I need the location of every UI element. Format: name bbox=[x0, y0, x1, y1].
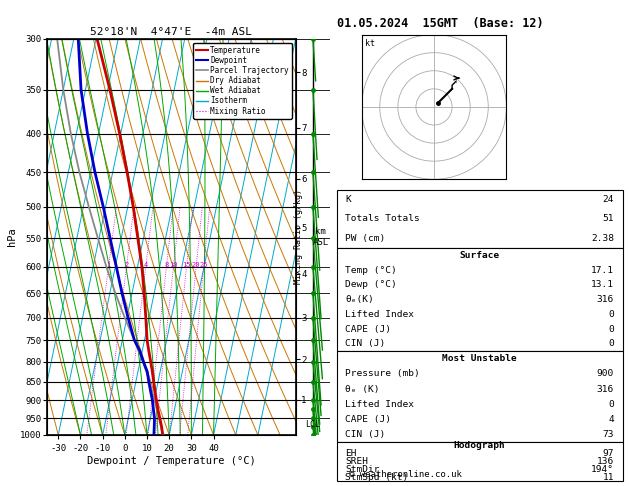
Title: 52°18'N  4°47'E  -4m ASL: 52°18'N 4°47'E -4m ASL bbox=[91, 27, 252, 37]
Text: 0: 0 bbox=[608, 310, 614, 319]
Text: K: K bbox=[345, 195, 351, 204]
Text: Most Unstable: Most Unstable bbox=[442, 354, 517, 364]
Text: 0: 0 bbox=[608, 399, 614, 409]
Text: Dewp (°C): Dewp (°C) bbox=[345, 280, 397, 289]
Text: 0: 0 bbox=[608, 340, 614, 348]
Text: 316: 316 bbox=[597, 384, 614, 394]
Text: Mixing Ratio (g/kg): Mixing Ratio (g/kg) bbox=[294, 190, 303, 284]
Text: StmDir: StmDir bbox=[345, 465, 379, 474]
Text: 10: 10 bbox=[169, 261, 177, 268]
Text: 4: 4 bbox=[143, 261, 148, 268]
Y-axis label: hPa: hPa bbox=[8, 227, 18, 246]
Text: 900: 900 bbox=[597, 369, 614, 379]
Text: 20: 20 bbox=[192, 261, 200, 268]
Text: 01.05.2024  15GMT  (Base: 12): 01.05.2024 15GMT (Base: 12) bbox=[337, 17, 543, 30]
Text: 4: 4 bbox=[608, 415, 614, 424]
Text: LCL: LCL bbox=[306, 420, 321, 430]
Text: 73: 73 bbox=[603, 430, 614, 439]
Text: Totals Totals: Totals Totals bbox=[345, 214, 420, 223]
Text: 316: 316 bbox=[597, 295, 614, 304]
Text: kt: kt bbox=[365, 39, 374, 48]
Text: PW (cm): PW (cm) bbox=[345, 234, 386, 243]
Text: Lifted Index: Lifted Index bbox=[345, 399, 414, 409]
Text: © weatheronline.co.uk: © weatheronline.co.uk bbox=[349, 469, 462, 479]
Bar bbox=[337, 351, 623, 442]
Text: 11: 11 bbox=[603, 473, 614, 482]
Text: 25: 25 bbox=[199, 261, 208, 268]
Bar bbox=[337, 442, 623, 481]
Text: 194°: 194° bbox=[591, 465, 614, 474]
Text: Lifted Index: Lifted Index bbox=[345, 310, 414, 319]
Text: θₑ (K): θₑ (K) bbox=[345, 384, 379, 394]
Text: 17.1: 17.1 bbox=[591, 265, 614, 275]
Text: Hodograph: Hodograph bbox=[454, 441, 506, 450]
Text: CIN (J): CIN (J) bbox=[345, 430, 386, 439]
X-axis label: Dewpoint / Temperature (°C): Dewpoint / Temperature (°C) bbox=[87, 456, 256, 466]
Text: 24: 24 bbox=[603, 195, 614, 204]
Text: Surface: Surface bbox=[460, 251, 499, 260]
Text: 2: 2 bbox=[125, 261, 128, 268]
Text: StmSpd (kt): StmSpd (kt) bbox=[345, 473, 408, 482]
Text: 0: 0 bbox=[608, 325, 614, 334]
Text: CIN (J): CIN (J) bbox=[345, 340, 386, 348]
Bar bbox=[337, 190, 623, 248]
Text: 97: 97 bbox=[603, 449, 614, 458]
Text: Pressure (mb): Pressure (mb) bbox=[345, 369, 420, 379]
Text: CAPE (J): CAPE (J) bbox=[345, 415, 391, 424]
Legend: Temperature, Dewpoint, Parcel Trajectory, Dry Adiabat, Wet Adiabat, Isotherm, Mi: Temperature, Dewpoint, Parcel Trajectory… bbox=[193, 43, 292, 119]
Text: CAPE (J): CAPE (J) bbox=[345, 325, 391, 334]
Text: 2.38: 2.38 bbox=[591, 234, 614, 243]
Text: 13.1: 13.1 bbox=[591, 280, 614, 289]
Text: 1: 1 bbox=[106, 261, 111, 268]
Text: θₑ(K): θₑ(K) bbox=[345, 295, 374, 304]
Text: SREH: SREH bbox=[345, 457, 368, 466]
Text: Temp (°C): Temp (°C) bbox=[345, 265, 397, 275]
Text: EH: EH bbox=[345, 449, 357, 458]
Text: 8: 8 bbox=[164, 261, 169, 268]
Text: 136: 136 bbox=[597, 457, 614, 466]
Y-axis label: km
ASL: km ASL bbox=[313, 227, 328, 246]
Text: 51: 51 bbox=[603, 214, 614, 223]
Bar bbox=[337, 248, 623, 351]
Text: 15: 15 bbox=[182, 261, 191, 268]
